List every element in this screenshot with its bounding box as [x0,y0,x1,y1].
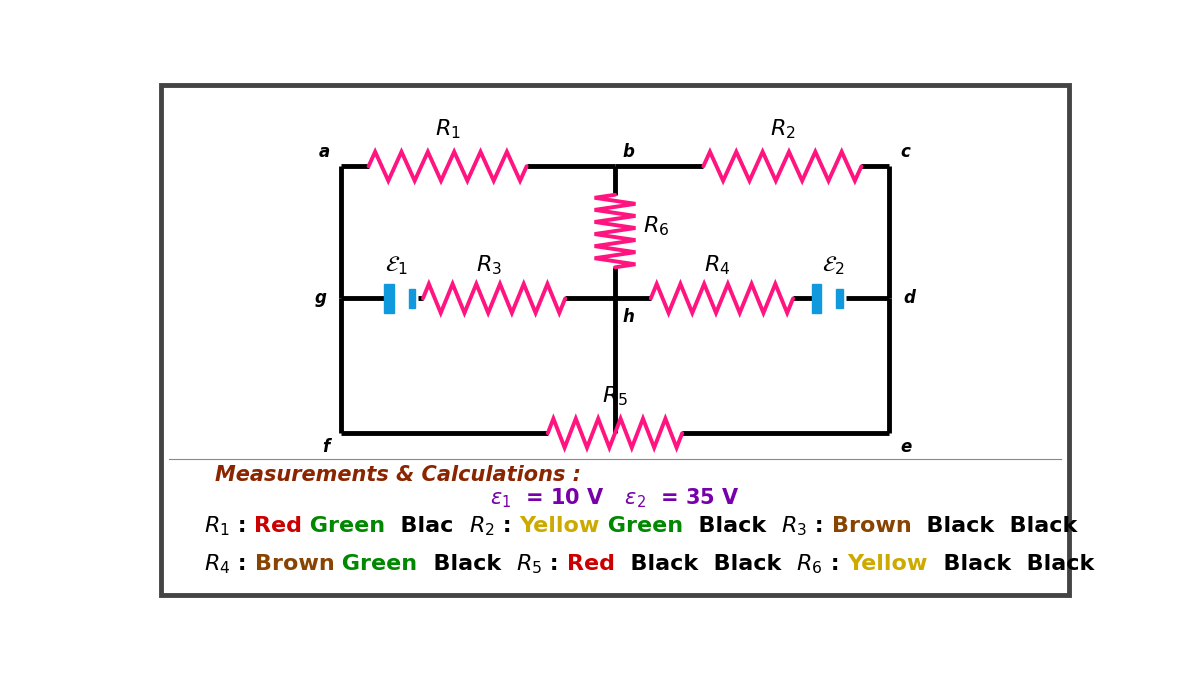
Text: Brown: Brown [832,516,912,536]
Text: Black: Black [683,516,766,536]
Text: :: : [808,516,832,536]
Text: Black  Black: Black Black [912,516,1078,536]
Text: Red: Red [254,516,302,536]
Text: $R_1$: $R_1$ [434,118,461,141]
FancyBboxPatch shape [161,85,1069,595]
Text: g: g [314,289,326,308]
Text: $R_5$: $R_5$ [500,552,542,575]
Text: $R_3$: $R_3$ [766,515,808,538]
Text: c: c [900,143,911,161]
Text: d: d [904,289,916,308]
Text: e: e [900,438,912,456]
Text: $\varepsilon_1$  = 10 V   $\varepsilon_2$  = 35 V: $\varepsilon_1$ = 10 V $\varepsilon_2$ =… [490,486,740,509]
Text: Yellow: Yellow [520,516,600,536]
Text: :: : [494,516,520,536]
Text: $R_6$: $R_6$ [643,214,670,238]
Text: :: : [823,554,847,573]
Text: $R_2$: $R_2$ [454,515,494,538]
Text: Black  Black: Black Black [614,554,781,573]
Text: Black: Black [418,554,500,573]
Text: $\mathcal{E}_2$: $\mathcal{E}_2$ [822,254,845,277]
Text: $R_4$: $R_4$ [204,552,230,575]
Text: :: : [229,516,254,536]
Text: Black  Black: Black Black [928,554,1093,573]
Text: $R_3$: $R_3$ [476,253,503,277]
Bar [408,289,415,308]
Text: $R_5$: $R_5$ [602,385,628,409]
Text: $R_2$: $R_2$ [769,118,796,141]
Text: Measurements & Calculations :: Measurements & Calculations : [215,464,581,485]
Text: $R_6$: $R_6$ [781,552,823,575]
Text: Brown: Brown [254,554,335,573]
Text: h: h [623,308,635,326]
Text: b: b [623,143,635,161]
Text: :: : [230,554,254,573]
Text: Green: Green [302,516,385,536]
Bar [812,284,822,313]
Text: Blac: Blac [385,516,454,536]
Bar [384,284,394,313]
Text: $\mathcal{E}_1$: $\mathcal{E}_1$ [385,254,408,277]
Text: Green: Green [600,516,683,536]
Text: Red: Red [566,554,614,573]
Bar [836,289,842,308]
Text: $R_4$: $R_4$ [704,253,731,277]
Text: Yellow: Yellow [847,554,928,573]
Text: $R_1$: $R_1$ [204,515,229,538]
Text: a: a [318,143,330,161]
Text: Green: Green [335,554,418,573]
Text: :: : [542,554,566,573]
Text: f: f [323,438,330,456]
